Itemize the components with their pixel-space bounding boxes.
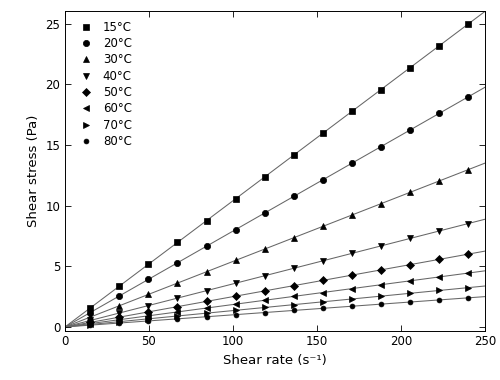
X-axis label: Shear rate (s⁻¹): Shear rate (s⁻¹) (223, 354, 327, 367)
Y-axis label: Shear stress (Pa): Shear stress (Pa) (26, 115, 40, 227)
Legend: 15°C, 20°C, 30°C, 40°C, 50°C, 60°C, 70°C, 80°C: 15°C, 20°C, 30°C, 40°C, 50°C, 60°C, 70°C… (71, 17, 136, 152)
